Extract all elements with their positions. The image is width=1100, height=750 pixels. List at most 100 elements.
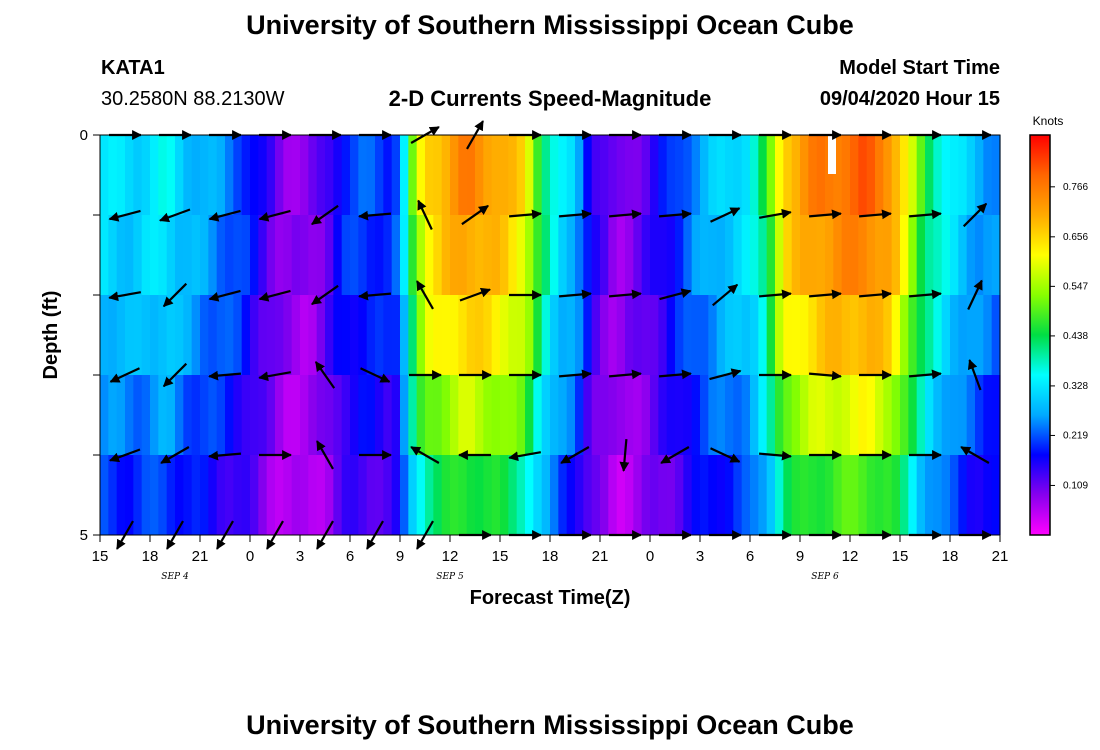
heat-cell bbox=[325, 295, 334, 375]
heat-cell bbox=[141, 135, 151, 215]
heat-cell bbox=[966, 295, 976, 375]
heat-cell bbox=[300, 455, 309, 535]
heat-cell bbox=[158, 455, 168, 535]
x-tick-label: 9 bbox=[396, 548, 404, 565]
heat-cell bbox=[258, 455, 268, 535]
heat-cell bbox=[875, 375, 884, 455]
heat-cell bbox=[516, 295, 526, 375]
heat-cell bbox=[891, 455, 901, 535]
heat-cell bbox=[483, 455, 493, 535]
heat-cell bbox=[183, 135, 193, 215]
heat-cell bbox=[741, 375, 751, 455]
chart-title: 2-D Currents Speed-Magnitude bbox=[388, 86, 712, 111]
heat-cell bbox=[833, 295, 843, 375]
x-tick-label: 6 bbox=[746, 548, 754, 565]
heat-cell bbox=[991, 215, 1001, 295]
heat-cell bbox=[633, 455, 643, 535]
heat-cell bbox=[791, 295, 801, 375]
heat-cell bbox=[391, 215, 401, 295]
heat-cell bbox=[841, 215, 851, 295]
current-arrow bbox=[416, 280, 434, 310]
heat-cell bbox=[150, 295, 159, 375]
heat-cell bbox=[466, 455, 476, 535]
heat-cell bbox=[800, 295, 809, 375]
heat-cell bbox=[675, 215, 684, 295]
heat-cell bbox=[358, 295, 368, 375]
heat-cell bbox=[141, 215, 151, 295]
heat-cell bbox=[691, 455, 701, 535]
heat-cell bbox=[383, 135, 393, 215]
heat-cell bbox=[608, 375, 618, 455]
heat-cell bbox=[450, 135, 459, 215]
heat-cell bbox=[891, 215, 901, 295]
heat-cell bbox=[600, 135, 609, 215]
heat-cell bbox=[550, 215, 559, 295]
heat-cell bbox=[916, 135, 926, 215]
heat-cell bbox=[108, 135, 118, 215]
heat-cell bbox=[491, 455, 501, 535]
heat-cell bbox=[708, 135, 718, 215]
current-arrow bbox=[258, 209, 291, 222]
heat-cell bbox=[541, 215, 551, 295]
heat-cell bbox=[425, 295, 434, 375]
heat-cell bbox=[400, 375, 409, 455]
heat-cell bbox=[325, 375, 334, 455]
heat-cell bbox=[575, 455, 584, 535]
heat-cell bbox=[591, 455, 601, 535]
heat-cell bbox=[266, 135, 276, 215]
heat-cell bbox=[633, 375, 643, 455]
heat-cell bbox=[150, 455, 159, 535]
heat-cell bbox=[783, 295, 793, 375]
heat-cell bbox=[475, 295, 484, 375]
current-arrow bbox=[759, 208, 792, 219]
heat-cell bbox=[991, 295, 1001, 375]
heat-cell bbox=[916, 375, 926, 455]
heat-cell bbox=[341, 375, 351, 455]
current-arrow bbox=[109, 367, 140, 383]
heat-cell bbox=[250, 455, 259, 535]
y-axis-label: Depth (ft) bbox=[40, 291, 62, 380]
current-arrow bbox=[659, 369, 692, 380]
x-tick-label: 0 bbox=[246, 548, 254, 565]
heat-cell bbox=[666, 375, 676, 455]
heat-cell bbox=[508, 375, 518, 455]
heat-cell bbox=[566, 295, 576, 375]
heat-cell bbox=[566, 455, 576, 535]
heat-cell bbox=[100, 135, 109, 215]
current-arrow bbox=[208, 289, 241, 302]
x-tick-label: 18 bbox=[142, 548, 159, 565]
heat-cell bbox=[650, 135, 659, 215]
heat-cell bbox=[658, 295, 668, 375]
heat-cell bbox=[341, 295, 351, 375]
heat-cell bbox=[158, 215, 168, 295]
heatmap-layer bbox=[100, 135, 1001, 535]
heat-cell bbox=[416, 135, 426, 215]
heat-cell bbox=[225, 215, 234, 295]
heat-cell bbox=[866, 135, 876, 215]
current-arrow bbox=[360, 367, 391, 383]
heat-cell bbox=[108, 215, 118, 295]
heat-cell bbox=[825, 375, 834, 455]
heat-cell bbox=[791, 135, 801, 215]
heat-cell bbox=[966, 375, 976, 455]
model-start-label: Model Start Time bbox=[839, 57, 1000, 79]
heat-cell bbox=[525, 455, 534, 535]
heat-cell bbox=[250, 295, 259, 375]
current-arrow bbox=[619, 439, 630, 472]
heat-cell bbox=[291, 135, 301, 215]
heat-cell bbox=[708, 215, 718, 295]
heat-cell bbox=[575, 295, 584, 375]
heat-cell bbox=[583, 455, 593, 535]
heat-cell bbox=[833, 215, 843, 295]
heat-cell bbox=[491, 295, 501, 375]
heat-cell bbox=[566, 375, 576, 455]
heat-cell bbox=[900, 135, 909, 215]
x-tick-label: 12 bbox=[842, 548, 859, 565]
heat-cell bbox=[125, 135, 134, 215]
heat-cell bbox=[341, 455, 351, 535]
current-arrow bbox=[609, 369, 642, 380]
heat-cell bbox=[991, 375, 1001, 455]
current-arrow bbox=[508, 451, 541, 462]
heat-cell bbox=[658, 215, 668, 295]
heat-cell bbox=[583, 295, 593, 375]
